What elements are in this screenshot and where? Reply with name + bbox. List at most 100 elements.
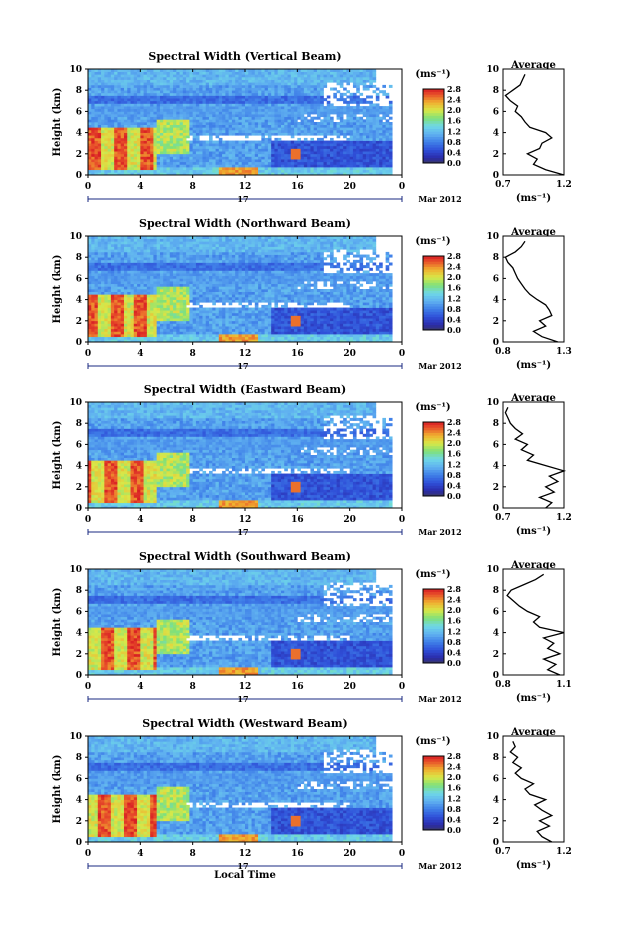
heatmap-cell bbox=[320, 111, 324, 115]
heatmap-cell bbox=[110, 164, 115, 168]
heatmap-cell bbox=[192, 161, 197, 165]
heatmap-cell bbox=[280, 140, 285, 144]
heatmap-cell bbox=[114, 103, 118, 107]
heatmap-cell bbox=[267, 111, 272, 115]
heatmap-cell bbox=[199, 129, 203, 133]
heatmap-cell bbox=[140, 318, 144, 322]
heatmap-cell bbox=[104, 71, 108, 75]
heatmap-cell bbox=[316, 167, 321, 171]
heatmap-cell bbox=[215, 100, 220, 104]
heatmap-cell bbox=[169, 241, 174, 245]
heatmap-cell bbox=[186, 74, 190, 78]
heatmap-cell bbox=[114, 334, 118, 338]
heatmap-cell bbox=[222, 156, 226, 160]
heatmap-cell bbox=[101, 259, 105, 263]
heatmap-cell bbox=[300, 95, 305, 99]
heatmap-cell bbox=[280, 103, 285, 107]
heatmap-cell bbox=[176, 103, 180, 107]
heatmap-cell bbox=[362, 151, 367, 155]
heatmap-cell bbox=[182, 307, 187, 311]
heatmap-cell bbox=[133, 246, 138, 250]
heatmap-cell bbox=[163, 172, 167, 176]
heatmap-cell bbox=[195, 281, 200, 285]
heatmap-cell bbox=[120, 331, 125, 335]
heatmap-cell bbox=[137, 74, 141, 78]
heatmap-cell bbox=[91, 106, 95, 110]
heatmap-cell bbox=[123, 172, 128, 176]
heatmap-cell bbox=[343, 111, 347, 115]
heatmap-cell bbox=[258, 103, 262, 107]
heatmap-cell bbox=[290, 151, 295, 155]
heatmap-cell bbox=[267, 116, 272, 120]
heatmap-cell bbox=[258, 95, 262, 99]
heatmap-cell bbox=[107, 161, 112, 165]
heatmap-cell bbox=[388, 164, 393, 168]
heatmap-cell bbox=[356, 103, 360, 107]
heatmap-cell bbox=[189, 151, 194, 155]
y-tick-label: 10 bbox=[69, 65, 82, 75]
heatmap-cell bbox=[166, 296, 171, 300]
heatmap-cell bbox=[173, 243, 177, 247]
heatmap-cell bbox=[110, 74, 115, 78]
heatmap-cell bbox=[101, 119, 105, 123]
heatmap-cell bbox=[222, 90, 226, 94]
heatmap-cell bbox=[133, 122, 138, 125]
heatmap-cell bbox=[159, 159, 164, 163]
heatmap-cell bbox=[150, 135, 154, 139]
heatmap-cell bbox=[114, 278, 118, 282]
heatmap-cell bbox=[238, 119, 243, 123]
heatmap-cell bbox=[101, 312, 105, 316]
heatmap-cell bbox=[388, 127, 393, 131]
heatmap-cell bbox=[104, 302, 108, 306]
heatmap-cell bbox=[195, 103, 200, 107]
heatmap-cell bbox=[330, 137, 334, 141]
heatmap-cell bbox=[166, 161, 171, 165]
heatmap-cell bbox=[137, 84, 141, 88]
heatmap-cell bbox=[202, 140, 207, 144]
heatmap-cell bbox=[146, 251, 151, 255]
heatmap-cell bbox=[186, 143, 190, 147]
heatmap-cell bbox=[303, 161, 308, 165]
heatmap-cell bbox=[356, 82, 360, 86]
heatmap-cell bbox=[176, 320, 180, 324]
heatmap-cell bbox=[127, 310, 131, 314]
heatmap-cell bbox=[179, 148, 184, 152]
heatmap-cell bbox=[189, 172, 194, 176]
heatmap-cell bbox=[91, 339, 95, 343]
heatmap-cell bbox=[385, 169, 390, 173]
heatmap-cell bbox=[195, 95, 200, 99]
heatmap-cell bbox=[143, 262, 148, 266]
heatmap-cell bbox=[382, 156, 386, 160]
heatmap-cell bbox=[146, 326, 151, 330]
heatmap-cell bbox=[130, 148, 135, 152]
heatmap-cell bbox=[215, 76, 220, 80]
heatmap-cell bbox=[320, 122, 324, 125]
heatmap-cell bbox=[140, 100, 144, 104]
heatmap-cell bbox=[176, 87, 180, 91]
heatmap-cell bbox=[88, 167, 92, 171]
heatmap-cell bbox=[88, 291, 92, 295]
heatmap-cell bbox=[94, 294, 99, 298]
heatmap-cell bbox=[166, 79, 171, 83]
heatmap-cell bbox=[323, 98, 328, 102]
heatmap-cell bbox=[104, 257, 108, 261]
heatmap-cell bbox=[127, 159, 131, 163]
heatmap-cell bbox=[359, 140, 364, 144]
heatmap-cell bbox=[182, 122, 187, 125]
heatmap-cell bbox=[104, 312, 108, 316]
heatmap-cell bbox=[91, 243, 95, 247]
heatmap-cell bbox=[156, 331, 161, 335]
heatmap-cell bbox=[245, 119, 249, 123]
heatmap-cell bbox=[97, 108, 102, 112]
heatmap-cell bbox=[156, 334, 161, 338]
heatmap-cell bbox=[120, 79, 125, 83]
heatmap-cell bbox=[261, 111, 265, 115]
heatmap-cell bbox=[222, 151, 226, 155]
heatmap-cell bbox=[297, 156, 301, 160]
heatmap-cell bbox=[186, 82, 190, 86]
heatmap-cell bbox=[235, 132, 239, 136]
heatmap-cell bbox=[143, 251, 148, 255]
heatmap-cell bbox=[307, 167, 311, 171]
heatmap-cell bbox=[218, 145, 223, 149]
heatmap-cell bbox=[159, 92, 164, 96]
